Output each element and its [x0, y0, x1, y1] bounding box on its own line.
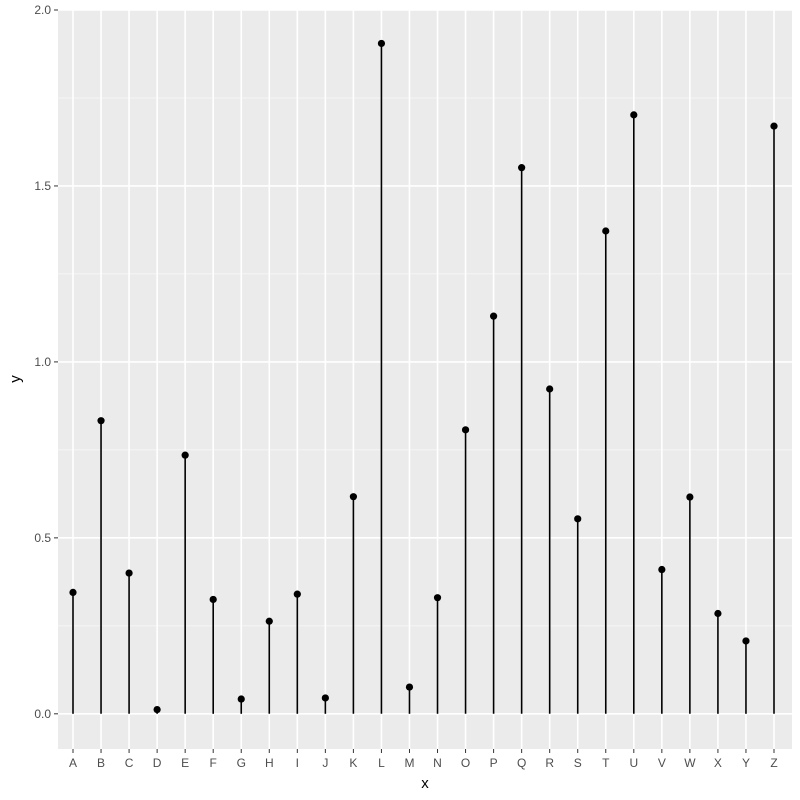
x-axis-title: x [421, 775, 429, 792]
data-point [461, 426, 470, 434]
x-tick-label: O [461, 756, 470, 770]
axes: 0.0 0.5 1.0 1.5 2.0 A B C D E F G H I J K L M N O P Q R S T U V W X Y… [34, 3, 777, 770]
data-point [97, 417, 105, 425]
data-point [153, 705, 161, 714]
data-point [181, 451, 189, 459]
data-point [265, 617, 273, 625]
x-tick-label: U [629, 756, 638, 770]
data-point [630, 111, 638, 119]
y-tick-label: 0.0 [34, 707, 51, 721]
data-point [237, 695, 245, 703]
y-tick-label: 1.5 [34, 179, 51, 193]
data-point [293, 590, 301, 598]
data-point [686, 493, 694, 501]
x-tick-label: E [181, 756, 189, 770]
x-tick-label: L [378, 756, 385, 770]
x-tick-label: C [125, 756, 134, 770]
x-tick-label: W [684, 756, 696, 770]
x-tick-label: S [574, 756, 582, 770]
y-tick-label: 0.5 [34, 531, 51, 545]
data-point [69, 588, 77, 597]
data-point [490, 312, 498, 320]
x-tick-label: F [210, 756, 217, 770]
x-tick-label: B [97, 756, 105, 770]
data-point [518, 164, 526, 172]
plot-panel [58, 10, 792, 749]
x-tick-label: K [349, 756, 357, 770]
data-marks [69, 39, 778, 714]
data-point [742, 637, 750, 645]
data-point [658, 565, 666, 574]
data-point [770, 122, 778, 130]
x-tick-label: X [714, 756, 722, 770]
x-tick-label: D [153, 756, 162, 770]
x-tick-label: Y [742, 756, 750, 770]
x-tick-label: H [265, 756, 274, 770]
x-tick-label: T [602, 756, 610, 770]
x-tick-label: V [658, 756, 666, 770]
data-point [574, 515, 582, 523]
data-point [602, 227, 610, 235]
x-tick-label: J [322, 756, 328, 770]
data-point [125, 569, 133, 577]
x-tick-label: R [545, 756, 554, 770]
data-point [433, 594, 442, 602]
x-tick-label: M [404, 756, 414, 770]
x-tick-label: A [69, 756, 77, 770]
data-point [546, 385, 554, 393]
data-point [349, 493, 357, 501]
data-point [209, 595, 217, 604]
data-point [405, 683, 414, 691]
data-point [377, 39, 386, 48]
x-tick-label: G [237, 756, 246, 770]
data-point [321, 694, 329, 702]
x-tick-label: Z [770, 756, 777, 770]
data-point [714, 609, 722, 618]
x-tick-label: I [296, 756, 299, 770]
x-tick-label: N [433, 756, 442, 770]
y-tick-label: 2.0 [34, 3, 51, 17]
x-tick-label: Q [517, 756, 526, 770]
x-tick-label: P [490, 756, 498, 770]
y-tick-label: 1.0 [34, 355, 51, 369]
y-axis-title: y [7, 375, 24, 383]
